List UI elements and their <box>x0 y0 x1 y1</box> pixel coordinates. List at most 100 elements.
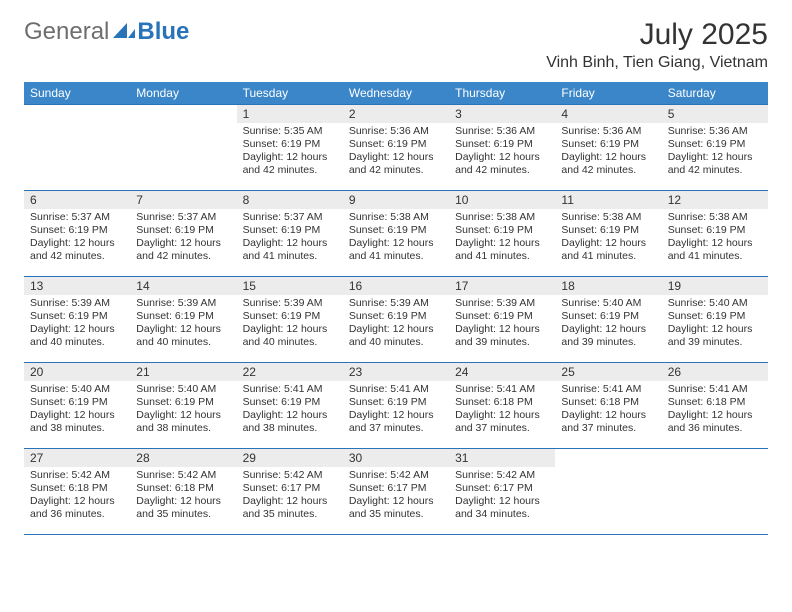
sunrise-label: Sunrise: <box>30 211 69 223</box>
sunrise-label: Sunrise: <box>349 211 388 223</box>
calendar-day-cell: 21Sunrise: 5:40 AMSunset: 6:19 PMDayligh… <box>130 363 236 449</box>
sunset-value: 6:19 PM <box>281 138 320 150</box>
sunrise-value: 5:39 AM <box>284 297 323 309</box>
sunrise-value: 5:40 AM <box>178 383 217 395</box>
sunrise-label: Sunrise: <box>561 211 600 223</box>
day-details: Sunrise: 5:39 AMSunset: 6:19 PMDaylight:… <box>237 295 343 354</box>
day-number: 26 <box>662 363 768 381</box>
sunset-line: Sunset: 6:19 PM <box>349 138 443 151</box>
day-number: 10 <box>449 191 555 209</box>
day-details: Sunrise: 5:36 AMSunset: 6:19 PMDaylight:… <box>343 123 449 182</box>
daylight-label: Daylight: <box>455 151 496 163</box>
day-number: 12 <box>662 191 768 209</box>
day-details: Sunrise: 5:41 AMSunset: 6:19 PMDaylight:… <box>343 381 449 440</box>
calendar-day-cell: 14Sunrise: 5:39 AMSunset: 6:19 PMDayligh… <box>130 277 236 363</box>
sunrise-value: 5:42 AM <box>178 469 217 481</box>
sunset-line: Sunset: 6:19 PM <box>561 310 655 323</box>
sunset-label: Sunset: <box>561 138 597 150</box>
sunset-line: Sunset: 6:19 PM <box>243 310 337 323</box>
sunset-line: Sunset: 6:19 PM <box>136 310 230 323</box>
sunrise-line: Sunrise: 5:36 AM <box>349 125 443 138</box>
daylight-label: Daylight: <box>349 237 390 249</box>
sunrise-value: 5:39 AM <box>390 297 429 309</box>
calendar-week-row: 6Sunrise: 5:37 AMSunset: 6:19 PMDaylight… <box>24 191 768 277</box>
sunset-label: Sunset: <box>136 396 172 408</box>
sunrise-line: Sunrise: 5:39 AM <box>136 297 230 310</box>
calendar-day-cell: 13Sunrise: 5:39 AMSunset: 6:19 PMDayligh… <box>24 277 130 363</box>
sunset-value: 6:19 PM <box>494 310 533 322</box>
sunset-value: 6:19 PM <box>69 224 108 236</box>
sunrise-line: Sunrise: 5:42 AM <box>455 469 549 482</box>
sunset-value: 6:19 PM <box>69 396 108 408</box>
sunset-line: Sunset: 6:19 PM <box>349 224 443 237</box>
sunrise-label: Sunrise: <box>455 469 494 481</box>
day-details: Sunrise: 5:40 AMSunset: 6:19 PMDaylight:… <box>130 381 236 440</box>
sunset-value: 6:19 PM <box>600 138 639 150</box>
sunset-value: 6:19 PM <box>387 138 426 150</box>
sunset-label: Sunset: <box>243 138 279 150</box>
calendar-week-row: 13Sunrise: 5:39 AMSunset: 6:19 PMDayligh… <box>24 277 768 363</box>
daylight-label: Daylight: <box>30 495 71 507</box>
day-details: Sunrise: 5:41 AMSunset: 6:18 PMDaylight:… <box>555 381 661 440</box>
sunset-label: Sunset: <box>136 224 172 236</box>
sunrise-value: 5:42 AM <box>71 469 110 481</box>
sunset-line: Sunset: 6:17 PM <box>243 482 337 495</box>
weekday-header: Friday <box>555 82 661 105</box>
daylight-line: Daylight: 12 hours and 40 minutes. <box>349 323 443 349</box>
sunrise-line: Sunrise: 5:41 AM <box>243 383 337 396</box>
sunset-label: Sunset: <box>561 396 597 408</box>
sunset-value: 6:17 PM <box>387 482 426 494</box>
daylight-line: Daylight: 12 hours and 40 minutes. <box>30 323 124 349</box>
sunset-label: Sunset: <box>243 396 279 408</box>
day-details: Sunrise: 5:38 AMSunset: 6:19 PMDaylight:… <box>343 209 449 268</box>
daylight-label: Daylight: <box>136 323 177 335</box>
sunset-label: Sunset: <box>455 482 491 494</box>
sunrise-label: Sunrise: <box>668 125 707 137</box>
logo-text-blue: Blue <box>137 18 189 46</box>
daylight-line: Daylight: 12 hours and 41 minutes. <box>668 237 762 263</box>
daylight-line: Daylight: 12 hours and 38 minutes. <box>243 409 337 435</box>
sunrise-label: Sunrise: <box>243 469 282 481</box>
sunrise-line: Sunrise: 5:42 AM <box>30 469 124 482</box>
sunset-value: 6:19 PM <box>706 310 745 322</box>
sunset-line: Sunset: 6:18 PM <box>561 396 655 409</box>
sunset-value: 6:19 PM <box>281 224 320 236</box>
sunrise-label: Sunrise: <box>668 383 707 395</box>
sunrise-line: Sunrise: 5:38 AM <box>455 211 549 224</box>
sunrise-label: Sunrise: <box>136 469 175 481</box>
sunrise-value: 5:40 AM <box>709 297 748 309</box>
sunset-value: 6:19 PM <box>706 224 745 236</box>
calendar-week-row: 1Sunrise: 5:35 AMSunset: 6:19 PMDaylight… <box>24 105 768 191</box>
sunrise-value: 5:36 AM <box>497 125 536 137</box>
calendar-day-cell: 29Sunrise: 5:42 AMSunset: 6:17 PMDayligh… <box>237 449 343 535</box>
sunset-value: 6:19 PM <box>494 224 533 236</box>
day-details: Sunrise: 5:41 AMSunset: 6:19 PMDaylight:… <box>237 381 343 440</box>
day-number: 27 <box>24 449 130 467</box>
sunrise-value: 5:40 AM <box>71 383 110 395</box>
sunrise-value: 5:38 AM <box>390 211 429 223</box>
calendar-week-row: 20Sunrise: 5:40 AMSunset: 6:19 PMDayligh… <box>24 363 768 449</box>
sunrise-line: Sunrise: 5:41 AM <box>561 383 655 396</box>
calendar-day-cell: 26Sunrise: 5:41 AMSunset: 6:18 PMDayligh… <box>662 363 768 449</box>
day-number: 16 <box>343 277 449 295</box>
sunset-line: Sunset: 6:19 PM <box>30 224 124 237</box>
sunset-value: 6:19 PM <box>281 396 320 408</box>
day-details: Sunrise: 5:35 AMSunset: 6:19 PMDaylight:… <box>237 123 343 182</box>
sunrise-label: Sunrise: <box>455 211 494 223</box>
day-details: Sunrise: 5:39 AMSunset: 6:19 PMDaylight:… <box>449 295 555 354</box>
day-number: 19 <box>662 277 768 295</box>
daylight-line: Daylight: 12 hours and 42 minutes. <box>349 151 443 177</box>
daylight-line: Daylight: 12 hours and 42 minutes. <box>455 151 549 177</box>
sunset-value: 6:19 PM <box>175 310 214 322</box>
day-details: Sunrise: 5:40 AMSunset: 6:19 PMDaylight:… <box>24 381 130 440</box>
sunset-value: 6:19 PM <box>387 224 426 236</box>
sunrise-line: Sunrise: 5:40 AM <box>561 297 655 310</box>
sunset-line: Sunset: 6:19 PM <box>561 224 655 237</box>
day-details: Sunrise: 5:38 AMSunset: 6:19 PMDaylight:… <box>449 209 555 268</box>
calendar-day-cell: 16Sunrise: 5:39 AMSunset: 6:19 PMDayligh… <box>343 277 449 363</box>
sunset-label: Sunset: <box>561 224 597 236</box>
sunrise-line: Sunrise: 5:37 AM <box>30 211 124 224</box>
sunset-value: 6:19 PM <box>387 310 426 322</box>
sunrise-label: Sunrise: <box>30 469 69 481</box>
sunset-label: Sunset: <box>30 396 66 408</box>
